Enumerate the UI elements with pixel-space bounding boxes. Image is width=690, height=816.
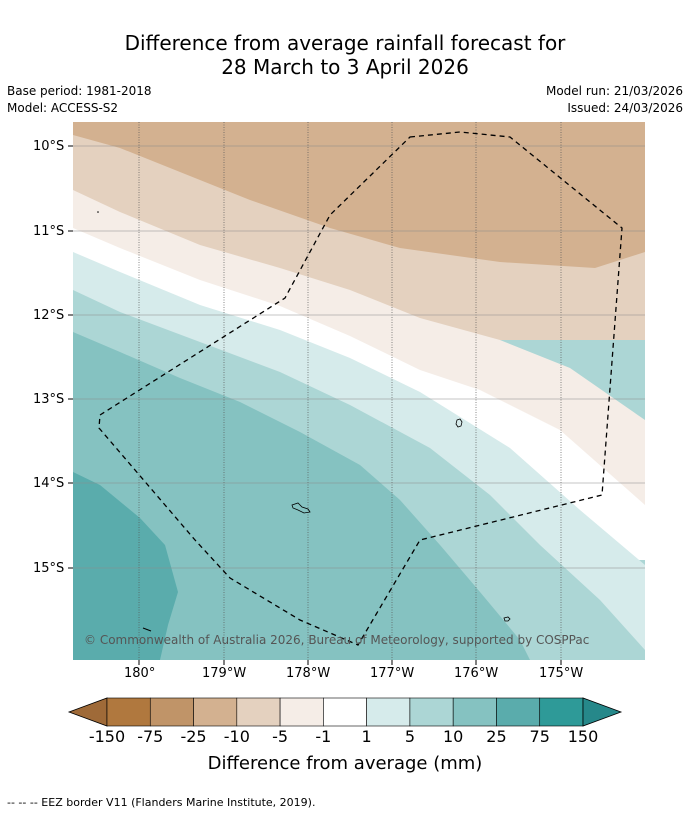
- lon-label-179w: 179°W: [202, 666, 247, 681]
- island-south: [503, 616, 511, 622]
- colorbar-label: -75: [137, 727, 164, 746]
- lon-label-176w: 176°W: [454, 666, 499, 681]
- colorbar-label: 75: [529, 727, 550, 746]
- map-area: [73, 122, 645, 660]
- title-line-1: Difference from average rainfall forecas…: [124, 31, 566, 55]
- lat-gridlines: [73, 145, 645, 569]
- issued-date: Issued: 24/03/2026: [567, 101, 683, 115]
- colorbar-swatch-4: [279, 697, 324, 727]
- colorbar-extend-high: [582, 697, 623, 727]
- colorbar-swatch-2: [193, 697, 238, 727]
- band-pos25: [73, 472, 178, 660]
- colorbar-label: 10: [442, 727, 464, 746]
- lon-label-178w: 178°W: [286, 666, 331, 681]
- colorbar-swatch-3: [236, 697, 281, 727]
- colorbar-label: 1: [361, 727, 372, 746]
- colorbar-label: 25: [486, 727, 507, 746]
- eez-border: [98, 131, 623, 646]
- base-period: Base period: 1981-2018: [7, 84, 152, 98]
- colorbar-title: Difference from average (mm): [207, 753, 483, 774]
- colorbar-swatch-9: [496, 697, 541, 727]
- lat-label-13s: 13°S: [33, 392, 65, 407]
- colorbar-swatch-0: [106, 697, 151, 727]
- band-neg10: [73, 122, 645, 268]
- island-sw: [142, 627, 152, 632]
- lat-label-10s: 10°S: [33, 139, 65, 154]
- lat-label-14s: 14°S: [33, 476, 65, 491]
- lat-label-11s: 11°S: [33, 224, 65, 239]
- colorbar-label: 5: [404, 727, 415, 746]
- colorbar: [67, 697, 623, 727]
- colorbar-swatch-6: [366, 697, 411, 727]
- colorbar-label: 150: [567, 727, 599, 746]
- island-nw: [97, 211, 99, 213]
- colorbar-label: -5: [272, 727, 289, 746]
- lat-label-15s: 15°S: [33, 561, 65, 576]
- colorbar-swatch-1: [149, 697, 194, 727]
- lon-label-177w: 177°W: [370, 666, 415, 681]
- colorbar-swatch-5: [323, 697, 367, 727]
- title-line-2: 28 March to 3 April 2026: [221, 55, 469, 79]
- colorbar-label: -10: [223, 727, 250, 746]
- colorbar-swatch-10: [539, 697, 584, 727]
- island-east: [455, 418, 463, 428]
- meta-right: Model run: 21/03/2026 Issued: 24/03/2026: [546, 83, 683, 117]
- model-run: Model run: 21/03/2026: [545, 84, 683, 98]
- lon-label-175w: 175°W: [539, 666, 584, 681]
- band-pos10: [73, 332, 530, 660]
- colorbar-label: -150: [88, 727, 126, 746]
- colorbar-swatch-8: [452, 697, 497, 727]
- colorbar-label: -1: [315, 727, 332, 746]
- gridlines: [138, 122, 562, 660]
- island-west: [291, 502, 311, 514]
- colorbar-extend-low: [67, 697, 108, 727]
- lat-label-12s: 12°S: [33, 308, 65, 323]
- eez-legend-note: -- -- -- EEZ border V11 (Flanders Marine…: [7, 796, 316, 809]
- colorbar-swatch-7: [409, 697, 454, 727]
- colorbar-label: -25: [180, 727, 207, 746]
- lon-label-180: 180°: [124, 666, 156, 681]
- meta-left: Base period: 1981-2018 Model: ACCESS-S2: [7, 83, 152, 117]
- axis-ticks: [68, 145, 562, 665]
- copyright-notice: © Commonwealth of Australia 2026, Bureau…: [84, 633, 590, 647]
- model-name: Model: ACCESS-S2: [7, 101, 119, 115]
- map-title: Difference from average rainfall forecas…: [0, 31, 690, 79]
